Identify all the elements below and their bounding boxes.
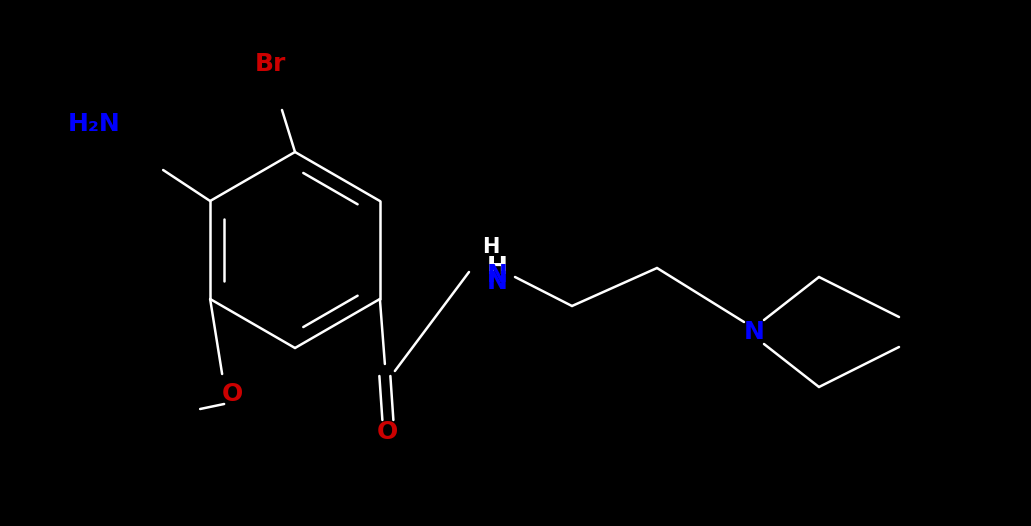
- Text: N: N: [487, 270, 508, 294]
- Text: N: N: [487, 263, 508, 287]
- Text: H: H: [487, 255, 508, 279]
- Text: O: O: [377, 420, 399, 444]
- Text: Br: Br: [255, 52, 286, 76]
- Text: N: N: [743, 320, 764, 344]
- Text: H: H: [483, 237, 500, 257]
- Text: O: O: [222, 382, 242, 406]
- Text: H₂N: H₂N: [67, 112, 121, 136]
